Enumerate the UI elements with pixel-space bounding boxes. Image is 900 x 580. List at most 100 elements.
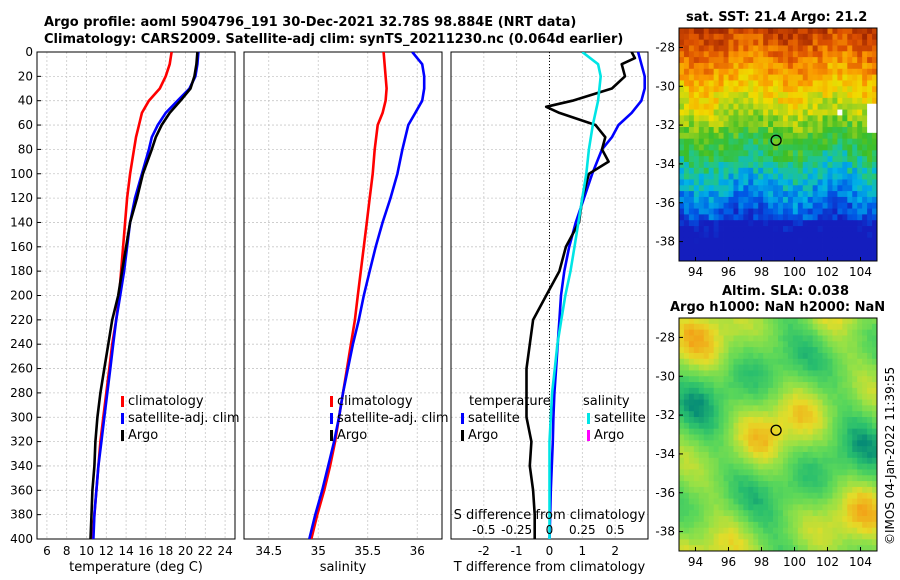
map-cell: [743, 469, 749, 476]
map-cell: [872, 457, 878, 465]
map-cell: [703, 376, 710, 383]
map-cell: [748, 521, 754, 529]
map-cell: [822, 97, 828, 105]
map-cell: [797, 103, 804, 110]
map-cell: [753, 191, 759, 198]
map-cell: [817, 220, 823, 227]
map-cell: [812, 68, 818, 76]
map-cell: [693, 220, 700, 227]
map-cell: [847, 62, 853, 70]
map-cell: [778, 335, 784, 342]
map-cell: [733, 255, 739, 262]
map-cell: [708, 74, 715, 81]
x-tick-label: 8: [63, 544, 71, 558]
map-cell: [743, 364, 749, 371]
map-cell: [738, 521, 744, 529]
map-cell: [718, 150, 724, 157]
map-cell: [852, 220, 858, 227]
map-cell: [812, 504, 818, 511]
map-cell: [679, 475, 685, 482]
map-cell: [837, 33, 843, 41]
map-cell: [733, 516, 739, 523]
map-cell: [763, 504, 769, 511]
map-cell: [688, 516, 695, 523]
map-cell: [872, 28, 878, 35]
map-cell: [872, 86, 878, 93]
map-cell: [857, 167, 863, 175]
map-cell: [763, 347, 769, 354]
map-cell: [723, 132, 729, 140]
map-cell: [773, 393, 779, 400]
map-cell: [812, 45, 818, 52]
map-cell: [807, 121, 814, 128]
map-cell: [738, 185, 744, 192]
map-cell: [867, 138, 873, 145]
map-cell: [812, 469, 818, 476]
map-cell: [812, 179, 818, 186]
map-cell: [733, 97, 739, 105]
map-cell: [773, 156, 779, 163]
map-cell: [768, 521, 774, 529]
map-cell: [698, 376, 705, 383]
map-cell: [782, 185, 789, 192]
map-cell: [862, 510, 868, 517]
map-cell: [728, 370, 734, 377]
map-cell: [728, 39, 734, 46]
map-cell: [812, 144, 818, 151]
map-cell: [758, 74, 764, 81]
map-cell: [792, 434, 799, 441]
map-cell: [753, 527, 759, 534]
map-cell: [753, 45, 759, 52]
map-cell: [832, 428, 838, 435]
map-cell: [778, 45, 784, 52]
map-cell: [822, 86, 828, 93]
map-cell: [778, 545, 784, 552]
map-cell: [857, 382, 863, 389]
map-cell: [847, 417, 853, 424]
map-cell: [872, 422, 878, 430]
map-cell: [822, 51, 828, 58]
map-cell: [812, 220, 818, 227]
map-cell: [733, 382, 739, 389]
map-cell: [693, 109, 700, 116]
map-cell: [857, 179, 863, 186]
map-cell: [812, 358, 818, 365]
map-cell: [768, 539, 774, 546]
map-cell: [817, 323, 823, 331]
map-cell: [773, 121, 779, 128]
map-cell: [718, 74, 724, 81]
map-cell: [718, 376, 724, 383]
map-cell: [852, 376, 858, 383]
map-cell: [787, 57, 794, 64]
map-cell: [857, 74, 863, 81]
map-cell: [723, 144, 729, 151]
map-cell: [708, 370, 715, 377]
map-cell: [817, 127, 823, 134]
map-cell: [847, 173, 853, 180]
map-cell: [867, 92, 873, 99]
legend-s-satellite-label: satellite-adj. clim: [337, 411, 449, 426]
map-cell: [738, 220, 744, 227]
y-tick-label: 400: [10, 532, 33, 546]
map-cell: [693, 237, 700, 244]
map-cell: [842, 364, 848, 371]
map-cell: [847, 428, 853, 435]
map-cell: [688, 434, 695, 441]
map-cell: [773, 434, 779, 441]
map-cell: [797, 191, 804, 198]
map-cell: [743, 103, 749, 110]
map-cell: [738, 150, 744, 157]
map-cell: [862, 486, 868, 494]
map-cell: [693, 382, 700, 389]
map-cell: [832, 92, 838, 99]
map-cell: [703, 121, 710, 128]
map-cell: [842, 173, 848, 180]
map-cell: [782, 202, 789, 209]
map-cell: [867, 481, 873, 488]
map-cell: [832, 231, 838, 239]
map-cell: [802, 121, 809, 128]
map-cell: [807, 109, 814, 116]
map-cell: [852, 387, 858, 395]
map-cell: [792, 86, 799, 93]
map-cell: [683, 335, 690, 342]
